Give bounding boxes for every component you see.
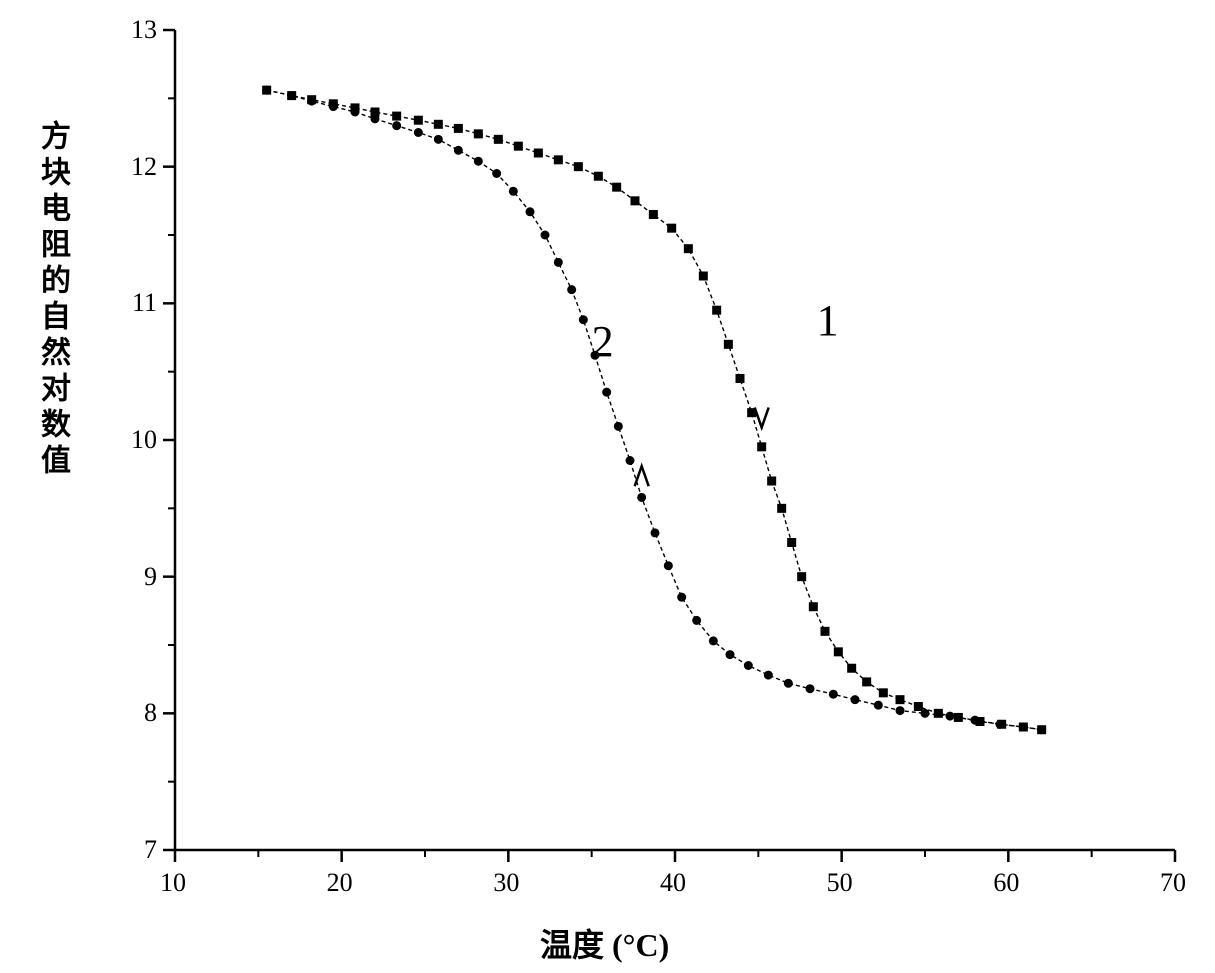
x-tick-label: 20 (327, 868, 353, 898)
resistance-temperature-chart: 方块电阻的自然对数值 温度 (°C) 102030405060707891011… (0, 0, 1215, 973)
x-tick-label: 40 (660, 868, 686, 898)
series-label-1: 1 (817, 295, 839, 346)
x-tick-label: 10 (160, 868, 186, 898)
chart-svg (0, 0, 1215, 973)
x-axis-label: 温度 (°C) (540, 920, 669, 966)
y-tick-label: 10 (131, 425, 157, 455)
y-axis-label: 方块电阻的自然对数值 (30, 120, 74, 480)
y-tick-label: 12 (131, 152, 157, 182)
y-tick-label: 11 (132, 288, 157, 318)
y-tick-label: 7 (144, 835, 157, 865)
x-tick-label: 50 (827, 868, 853, 898)
series-label-2: 2 (592, 316, 614, 367)
y-tick-label: 13 (131, 15, 157, 45)
x-tick-label: 60 (993, 868, 1019, 898)
y-tick-label: 8 (144, 698, 157, 728)
y-tick-label: 9 (144, 562, 157, 592)
x-tick-label: 70 (1160, 868, 1186, 898)
x-tick-label: 30 (493, 868, 519, 898)
